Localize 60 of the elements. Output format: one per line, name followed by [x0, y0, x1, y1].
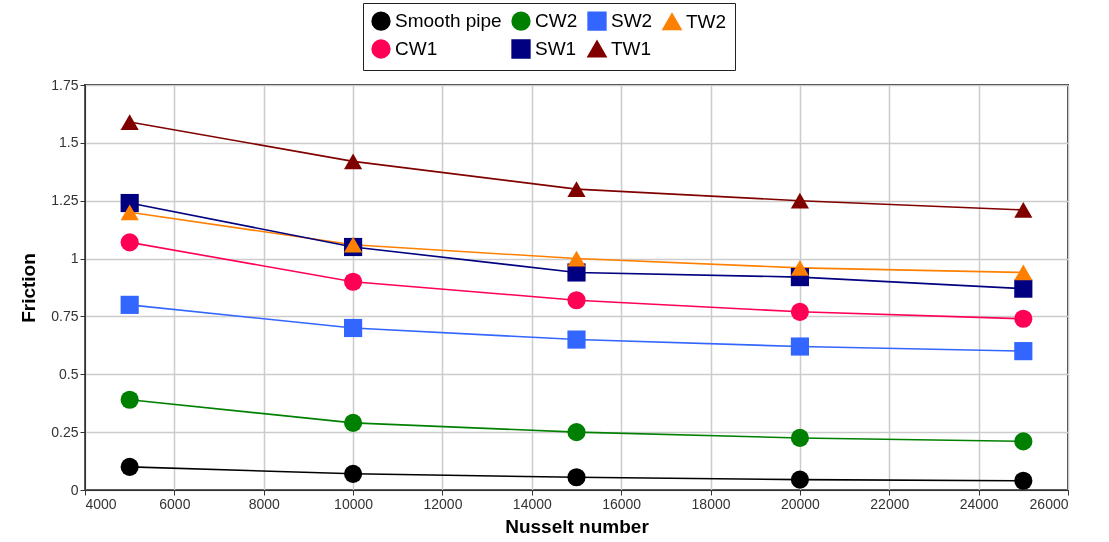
x-axis-title: Nusselt number — [505, 515, 650, 537]
y-tick-label: 1.25 — [51, 192, 79, 209]
point — [567, 423, 586, 442]
legend-label: SW2 — [611, 10, 653, 32]
point — [1014, 471, 1033, 490]
point — [120, 204, 139, 221]
x-tick-label: 8000 — [248, 495, 281, 512]
point — [344, 272, 363, 291]
point — [1014, 264, 1033, 281]
x-tick-label: 4000 — [85, 495, 117, 512]
point — [567, 250, 586, 267]
y-axis-title: Friction — [18, 253, 40, 323]
y-tick-label: 1.5 — [59, 134, 79, 151]
point — [1014, 279, 1033, 298]
point — [344, 153, 363, 170]
y-tick-label: 0.75 — [51, 307, 79, 324]
x-tick-label: 10000 — [334, 495, 374, 512]
point — [120, 233, 139, 252]
point — [790, 259, 809, 276]
point — [120, 390, 139, 409]
y-tick-label: 0.25 — [51, 423, 79, 440]
point — [790, 192, 809, 209]
x-tick-label: 12000 — [423, 495, 463, 512]
x-tick-label: 26000 — [1029, 495, 1069, 512]
point — [344, 464, 363, 483]
point — [120, 457, 139, 476]
legend-label: TW1 — [611, 38, 652, 59]
x-tick-label: 20000 — [780, 495, 821, 512]
point — [567, 330, 586, 349]
point — [1014, 432, 1033, 451]
point — [790, 337, 809, 356]
point — [1014, 342, 1033, 361]
y-tick-label: 0.5 — [59, 365, 79, 382]
point — [344, 413, 363, 432]
legend-label: CW1 — [395, 38, 438, 59]
x-tick-label: 22000 — [870, 495, 910, 512]
legend-label: SW1 — [535, 38, 577, 59]
point — [120, 295, 139, 314]
legend-label: TW2 — [686, 10, 727, 32]
point — [1014, 202, 1033, 218]
legend-label: CW2 — [535, 10, 578, 32]
point — [567, 291, 586, 310]
point — [120, 114, 139, 130]
y-tick-label: 1 — [70, 250, 79, 267]
x-tick-label: 18000 — [691, 495, 731, 512]
point — [344, 318, 363, 338]
x-tick-label: 14000 — [512, 495, 552, 512]
point — [790, 470, 809, 489]
point — [567, 181, 586, 198]
point — [344, 236, 363, 253]
x-tick-label: 16000 — [602, 495, 642, 512]
y-tick-label: 1.75 — [51, 76, 79, 93]
point — [1014, 309, 1033, 328]
legend-label: Smooth pipe — [395, 10, 502, 32]
x-tick-label: 6000 — [159, 495, 191, 512]
y-tick-label: 0 — [70, 481, 79, 498]
x-tick-label: 24000 — [959, 495, 999, 512]
point — [790, 428, 809, 447]
point — [567, 468, 586, 487]
point — [790, 302, 809, 321]
